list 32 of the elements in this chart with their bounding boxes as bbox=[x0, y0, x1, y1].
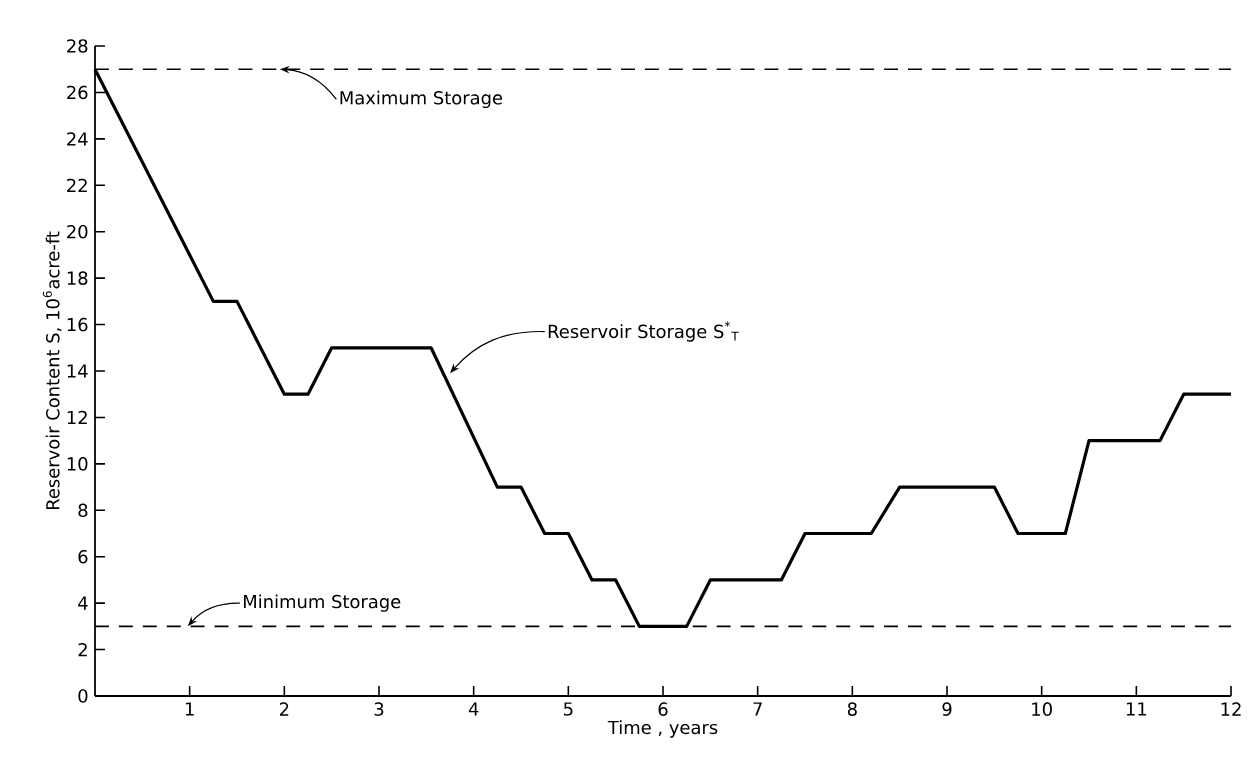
x-tick-label: 8 bbox=[847, 702, 857, 716]
x-tick-label: 11 bbox=[1126, 702, 1147, 716]
x-tick-label: 3 bbox=[374, 702, 384, 716]
y-tick-label: 8 bbox=[78, 503, 88, 518]
y-tick-label: 22 bbox=[67, 178, 87, 192]
y-tick-label: 10 bbox=[67, 457, 88, 471]
y-tick-label: 28 bbox=[67, 39, 88, 53]
x-tick-label: 4 bbox=[468, 702, 479, 716]
annotation: Maximum Storage bbox=[340, 90, 503, 109]
x-tick-label: 7 bbox=[753, 702, 762, 716]
x-tick-label: 10 bbox=[1032, 702, 1052, 716]
y-tick-label: 4 bbox=[78, 596, 88, 610]
y-tick-label: 6 bbox=[78, 549, 88, 564]
y-axis-title: Reservoir Content S, 10$^{6}$acre-ft bbox=[42, 231, 62, 510]
y-tick-label: 16 bbox=[67, 317, 88, 332]
y-tick-label: 18 bbox=[67, 271, 88, 285]
y-tick-label: 20 bbox=[67, 224, 88, 239]
y-tick-label: 14 bbox=[67, 364, 88, 378]
y-tick-label: 0 bbox=[78, 689, 88, 703]
y-tick-label: 26 bbox=[67, 85, 88, 100]
x-axis-title: Time , years bbox=[607, 720, 718, 738]
y-tick-label: 12 bbox=[67, 410, 87, 425]
y-tick-label: 24 bbox=[67, 132, 88, 146]
x-tick-label: 5 bbox=[564, 702, 573, 716]
annotation: Minimum Storage bbox=[243, 594, 401, 612]
x-tick-label: 9 bbox=[942, 702, 952, 716]
x-tick-label: 1 bbox=[185, 702, 194, 716]
x-tick-label: 12 bbox=[1221, 702, 1241, 716]
x-tick-label: 6 bbox=[658, 702, 668, 716]
x-tick-label: 2 bbox=[279, 702, 289, 716]
annotation: Reservoir Storage S$^{*}$T bbox=[548, 321, 739, 342]
y-tick-label: 2 bbox=[78, 642, 87, 657]
